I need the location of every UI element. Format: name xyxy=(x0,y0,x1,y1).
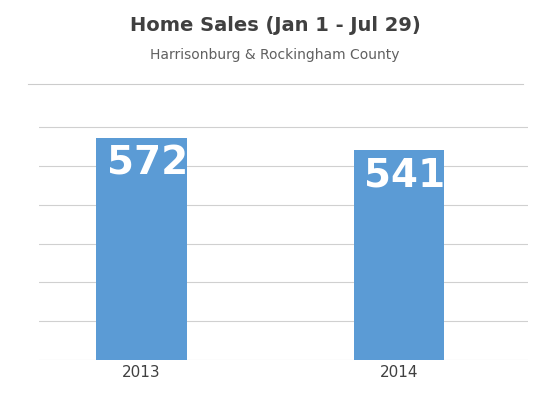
Text: 572: 572 xyxy=(107,145,188,183)
Text: 541: 541 xyxy=(365,157,446,195)
Text: Harrisonburg & Rockingham County: Harrisonburg & Rockingham County xyxy=(150,48,400,62)
Text: Home Sales (Jan 1 - Jul 29): Home Sales (Jan 1 - Jul 29) xyxy=(130,16,420,35)
Bar xyxy=(96,138,186,360)
Bar xyxy=(354,150,444,360)
